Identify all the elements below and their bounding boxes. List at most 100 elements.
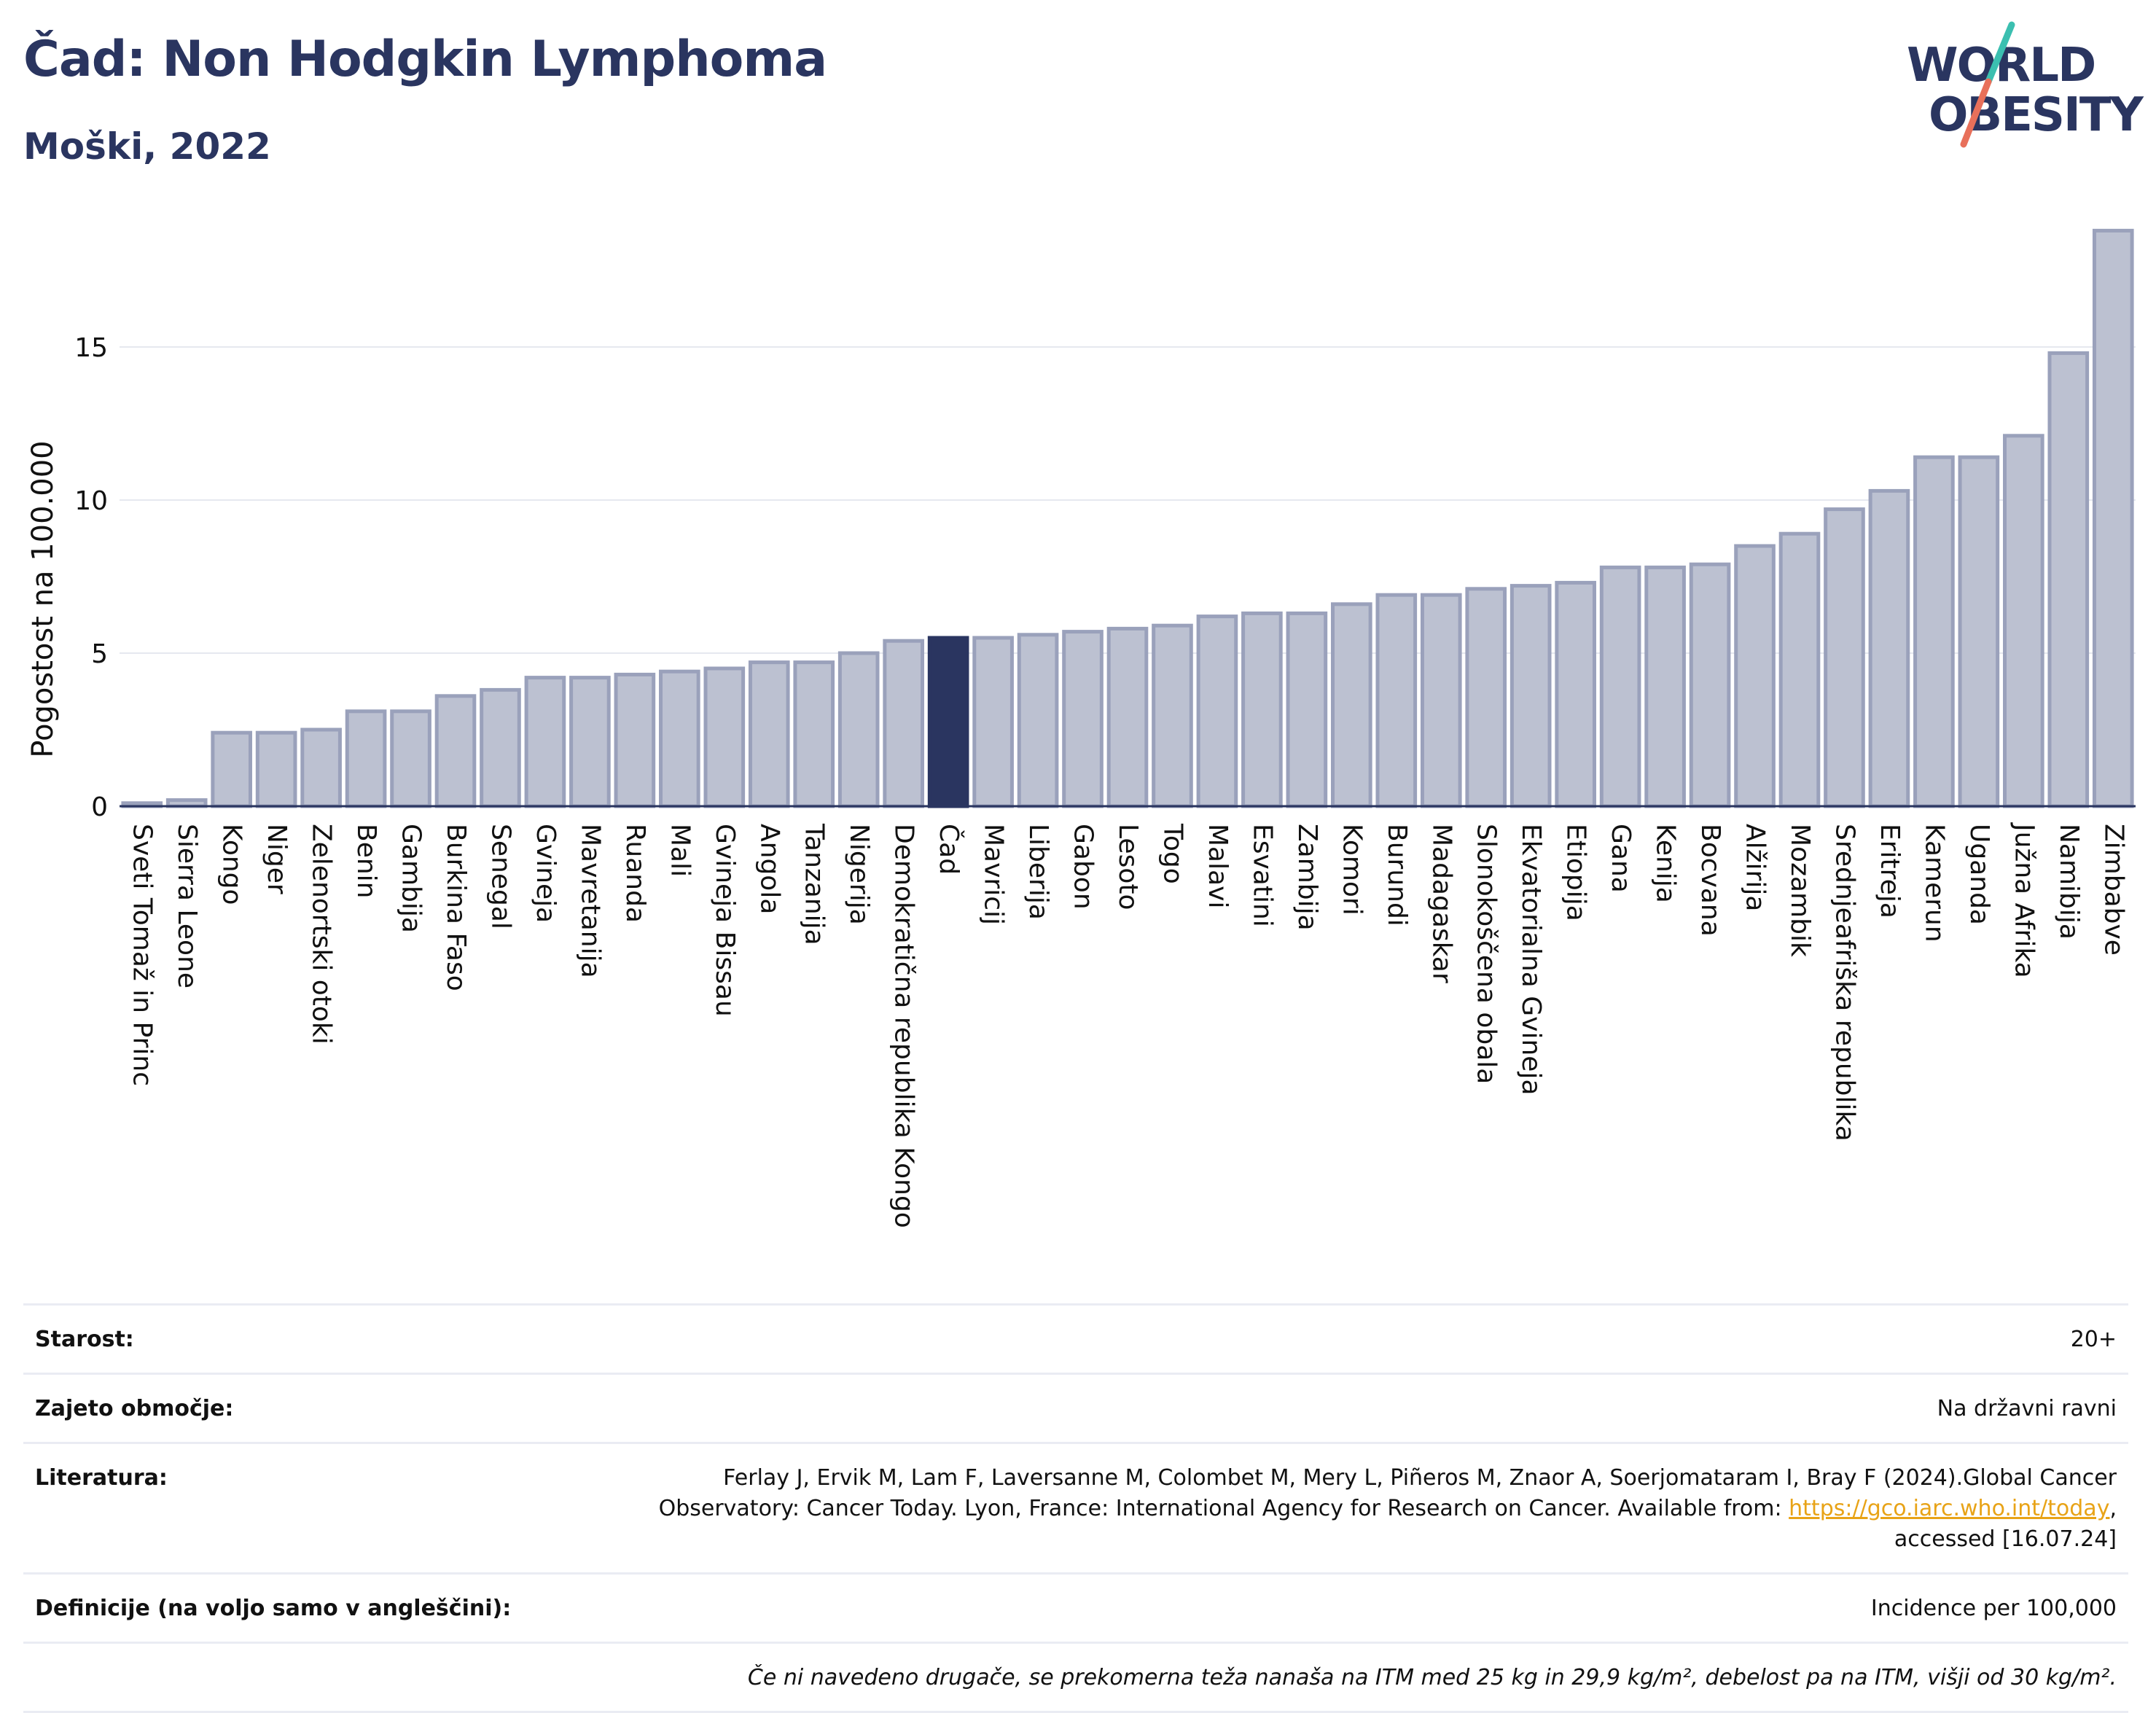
x-tick-label: Tanzanija <box>800 823 829 945</box>
category-labels: Sveti Tomaž in Princ Sierra Leone Kongo Nig… <box>128 822 2129 1228</box>
bar-44 <box>2092 228 2134 808</box>
y-tick-label: 15 <box>74 333 108 363</box>
bar-25 <box>1241 611 1283 808</box>
x-tick-label: Senegal <box>485 824 515 929</box>
y-tick-label: 10 <box>74 486 108 516</box>
x-tick-label: Liberija <box>1023 824 1053 920</box>
y-tick-label: 5 <box>91 639 108 669</box>
bar-19 <box>972 636 1014 808</box>
literature-line-1: Ferlay J, Ervik M, Lam F, Laversanne M, … <box>723 1465 2117 1491</box>
axes: 0 5 10 15 <box>74 333 2136 822</box>
x-tick-label: Kenija <box>1651 824 1681 903</box>
x-tick-label: Ruanda <box>620 824 650 923</box>
bar-30 <box>1465 587 1507 808</box>
bar-38 <box>1824 507 1865 808</box>
bar-22 <box>1106 626 1149 808</box>
bar-27 <box>1331 602 1372 808</box>
x-tick-label: Komori <box>1337 824 1367 916</box>
bar-16 <box>837 651 880 808</box>
info-table: Starost: 20+ Zajeto območje: Na državni … <box>23 1303 2128 1713</box>
x-tick-label: Ekvatorialna Gvineja <box>1516 824 1546 1096</box>
bar-8 <box>480 687 521 808</box>
x-tick-label: Esvatini <box>1247 824 1277 927</box>
logo-line-2: OBESITY <box>1929 88 2144 142</box>
x-tick-label: Mozambik <box>1785 824 1815 957</box>
bar-43 <box>2047 351 2090 808</box>
bar-39 <box>1868 488 1910 808</box>
bar-3 <box>255 730 297 808</box>
x-tick-label: Zimbabve <box>2098 824 2128 956</box>
info-row-footnote: Če ni navedeno drugače, se prekomerna te… <box>23 1642 2128 1713</box>
literature-link[interactable]: https://gco.iarc.who.int/today <box>1789 1496 2110 1521</box>
x-tick-label: Slonokoščena obala <box>1472 824 1501 1084</box>
info-value-age: 20+ <box>2070 1327 2117 1352</box>
x-tick-label: Eritreja <box>1875 824 1905 918</box>
bar-20 <box>1017 633 1059 808</box>
bar-28 <box>1375 593 1418 808</box>
bar-5 <box>345 709 387 808</box>
x-tick-label: Gvineja <box>531 824 561 923</box>
bar-23 <box>1152 623 1193 808</box>
x-tick-label: Bocvana <box>1695 824 1725 937</box>
bar-36 <box>1734 544 1776 808</box>
x-tick-label: Etiopija <box>1561 824 1591 921</box>
bars <box>121 228 2134 808</box>
bar-18 <box>927 636 969 808</box>
x-tick-label: Uganda <box>1964 824 1994 925</box>
bar-6 <box>390 709 431 808</box>
page-subtitle: Moški, 2022 <box>23 125 271 168</box>
x-tick-label: Gabon <box>1069 824 1098 910</box>
bar-34 <box>1644 565 1686 808</box>
page-title: Čad: Non Hodgkin Lymphoma <box>23 31 827 88</box>
bar-31 <box>1509 584 1552 808</box>
info-label-literature: Literatura: <box>35 1465 168 1491</box>
x-tick-label: Mali <box>665 824 695 877</box>
x-tick-label: Niger <box>262 824 292 894</box>
logo-slash-icon <box>1960 21 2015 148</box>
bar-41 <box>1958 455 2000 808</box>
x-tick-label: Gana <box>1606 824 1636 893</box>
x-tick-label: Južna Afrika <box>2009 822 2039 978</box>
bar-13 <box>703 666 746 808</box>
x-tick-label: Čad <box>934 824 964 875</box>
info-row-definitions: Definicije (na voljo samo v angleščini):… <box>23 1572 2128 1642</box>
x-tick-label: Zelenortski otoki <box>307 824 337 1045</box>
info-row-literature: Literatura: Ferlay J, Ervik M, Lam F, La… <box>23 1442 2128 1572</box>
x-tick-label: Mavretanija <box>575 824 605 978</box>
bar-4 <box>300 727 342 808</box>
literature-line-2-end: , <box>2109 1496 2117 1521</box>
bar-24 <box>1196 614 1238 808</box>
x-tick-label: Srednjeafriška republika <box>1829 824 1859 1142</box>
info-value-coverage: Na državni ravni <box>1937 1396 2117 1421</box>
x-tick-label: Namibija <box>2054 824 2084 940</box>
x-tick-label: Kamerun <box>1919 824 1949 943</box>
x-tick-label: Alžirija <box>1741 824 1770 911</box>
x-tick-label: Burkina Faso <box>441 824 471 991</box>
bar-17 <box>883 639 924 808</box>
info-row-age: Starost: 20+ <box>23 1303 2128 1373</box>
bar-11 <box>614 672 656 808</box>
x-tick-label: Lesoto <box>1113 824 1143 910</box>
x-tick-label: Gambija <box>397 824 426 933</box>
bar-33 <box>1599 565 1641 808</box>
info-value-literature: Ferlay J, Ervik M, Lam F, Laversanne M, … <box>659 1463 2117 1555</box>
literature-line-3: accessed [16.07.24] <box>1894 1526 2117 1552</box>
bar-7 <box>434 694 477 808</box>
bar-35 <box>1689 562 1731 808</box>
bar-21 <box>1062 630 1104 808</box>
bar-12 <box>659 669 700 808</box>
info-row-coverage: Zajeto območje: Na državni ravni <box>23 1373 2128 1442</box>
info-label-coverage: Zajeto območje: <box>35 1396 234 1421</box>
x-tick-label: Madagaskar <box>1426 824 1456 983</box>
bar-9 <box>524 676 566 808</box>
bar-10 <box>569 676 611 808</box>
bar-14 <box>748 660 790 808</box>
x-tick-label: Nigerija <box>844 824 874 925</box>
x-tick-label: Demokratična republika Kongo <box>889 824 919 1228</box>
x-tick-label: Mavricij <box>979 824 1009 925</box>
x-tick-label: Zambija <box>1292 824 1322 931</box>
bar-26 <box>1286 611 1328 808</box>
info-value-definitions: Incidence per 100,000 <box>1870 1596 2117 1621</box>
bar-chart: 0 5 10 15 Sveti Tomaž in Princ Sierra Leone K… <box>26 228 2136 1228</box>
bar-15 <box>793 660 835 808</box>
